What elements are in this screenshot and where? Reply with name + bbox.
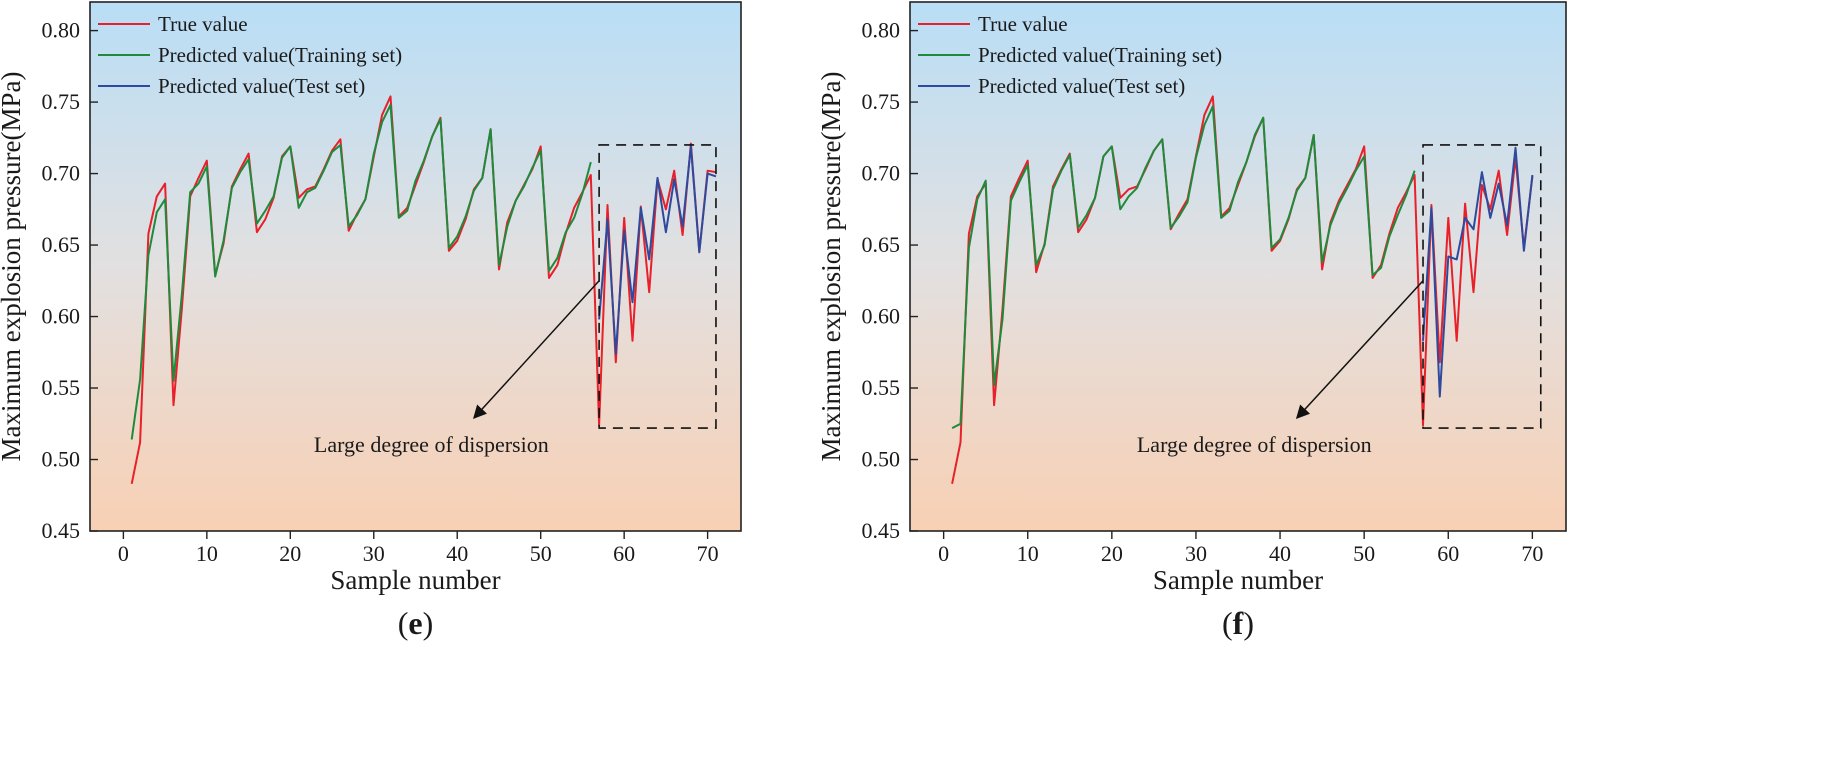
x-tick-label: 40: [446, 541, 468, 566]
y-tick-label: 0.80: [42, 18, 81, 43]
legend-label-train: Predicted value(Training set): [978, 43, 1222, 67]
x-tick-label: 60: [613, 541, 635, 566]
y-tick-label: 0.70: [42, 161, 81, 186]
x-tick-label: 30: [363, 541, 385, 566]
x-tick-label: 10: [1017, 541, 1039, 566]
x-tick-label: 0: [118, 541, 129, 566]
x-axis-title: Sample number: [1153, 565, 1323, 595]
dispersion-highlight-box: [598, 144, 717, 429]
series-line-test: [598, 145, 717, 355]
y-tick-label: 0.60: [42, 304, 81, 329]
panel-label-f: (f): [1222, 605, 1254, 641]
annotation-text: Large degree of dispersion: [1137, 432, 1372, 457]
x-tick-label: 30: [1185, 541, 1207, 566]
chart-panel-f: 0.45 0.50 0.55 0.60 0.65 0.70 0.75 0.80 0 10 20 30 4…: [816, 1, 1567, 641]
series-line-train: [130, 103, 592, 440]
plot-frame: [909, 1, 1567, 532]
plot-background: [90, 2, 741, 531]
y-tick-label: 0.50: [42, 447, 81, 472]
legend-label-true: True value: [158, 12, 248, 36]
chart-panel-e: 0.45 0.50 0.55 0.60 0.65 0.70 0.75 0.80 0 10 20 30 4…: [0, 1, 742, 641]
y-tick-label: 0.80: [862, 18, 901, 43]
panel-label-open-paren: (: [398, 605, 409, 641]
y-tick-label: 0.50: [862, 447, 901, 472]
plot-background: [910, 2, 1566, 531]
annotation-text: Large degree of dispersion: [314, 432, 549, 457]
y-tick-label: 0.70: [862, 161, 901, 186]
panel-label-letter: e: [408, 605, 422, 641]
x-tick-label: 50: [1353, 541, 1375, 566]
x-tick-label: 70: [1521, 541, 1543, 566]
x-tick-label: 10: [196, 541, 218, 566]
y-tick-label: 0.65: [42, 232, 81, 257]
panel-label-close-paren: ): [1243, 605, 1254, 641]
plot-frame: [89, 1, 742, 532]
y-tick-label: 0.75: [862, 89, 901, 114]
y-axis-title: Maximum explosion pressure(MPa): [816, 72, 846, 462]
y-tick-label: 0.45: [42, 518, 81, 543]
x-tick-label: 20: [279, 541, 301, 566]
dispersion-highlight-box: [1422, 144, 1542, 429]
x-tick-label: 60: [1437, 541, 1459, 566]
y-tick-label: 0.55: [42, 375, 81, 400]
panel-label-letter: f: [1233, 605, 1244, 641]
y-tick-label: 0.45: [862, 518, 901, 543]
panel-label-open-paren: (: [1222, 605, 1233, 641]
x-tick-label: 0: [938, 541, 949, 566]
annotation-arrow: [473, 280, 600, 420]
y-tick-label: 0.65: [862, 232, 901, 257]
x-tick-label: 50: [530, 541, 552, 566]
legend-label-test: Predicted value(Test set): [158, 74, 365, 98]
x-tick-label: 20: [1101, 541, 1123, 566]
x-tick-label: 40: [1269, 541, 1291, 566]
series-line-train: [951, 105, 1416, 429]
legend-label-train: Predicted value(Training set): [158, 43, 402, 67]
series-line-test: [1422, 146, 1534, 398]
legend-label-test: Predicted value(Test set): [978, 74, 1185, 98]
x-tick-label: 70: [697, 541, 719, 566]
y-axis-title: Maximum explosion pressure(MPa): [0, 72, 26, 462]
panel-label-e: (e): [398, 605, 434, 641]
panel-label-close-paren: ): [423, 605, 434, 641]
legend-label-true: True value: [978, 12, 1068, 36]
y-tick-label: 0.60: [862, 304, 901, 329]
y-tick-label: 0.75: [42, 89, 81, 114]
annotation-arrow: [1295, 280, 1424, 420]
x-axis-title: Sample number: [330, 565, 500, 595]
y-tick-label: 0.55: [862, 375, 901, 400]
